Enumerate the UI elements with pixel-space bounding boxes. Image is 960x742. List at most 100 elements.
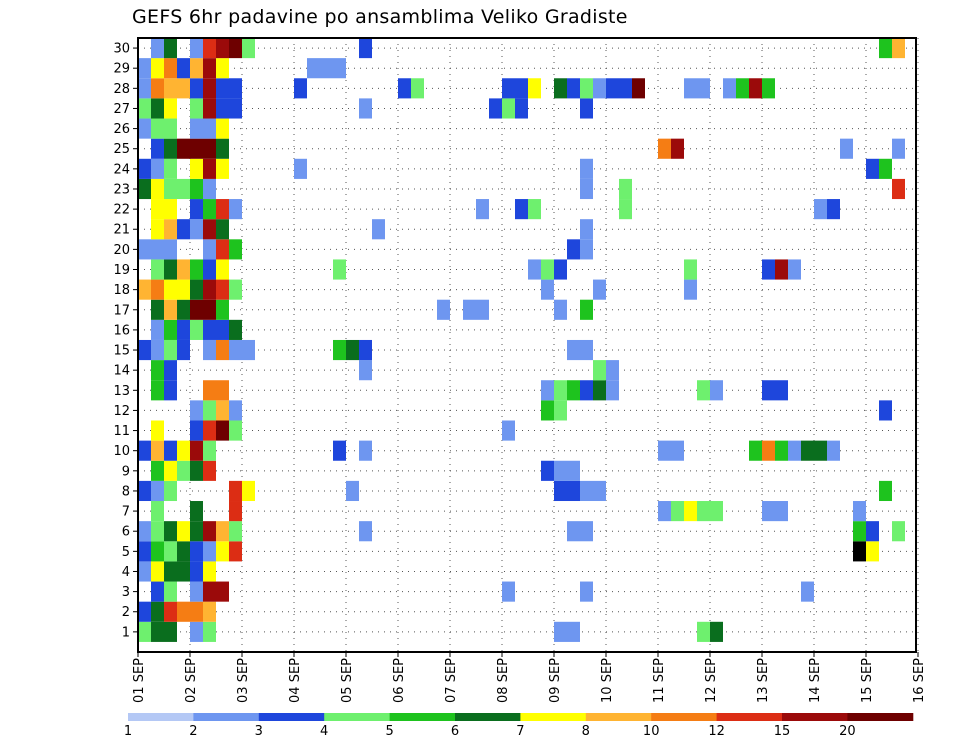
colorbar-swatch <box>782 713 848 721</box>
heatmap-cell <box>580 521 593 542</box>
heatmap-cell <box>164 58 177 79</box>
heatmap-cell <box>177 219 190 240</box>
heatmap-cell <box>177 259 190 280</box>
heatmap-cell <box>476 299 489 320</box>
heatmap-cell <box>879 400 892 421</box>
heatmap-cell <box>489 98 502 119</box>
heatmap-cell <box>749 78 762 99</box>
y-tick-label: 20 <box>113 243 130 258</box>
heatmap-cell <box>138 480 151 502</box>
heatmap-cell <box>567 480 580 502</box>
heatmap-cell <box>164 199 177 220</box>
colorbar-swatch <box>324 713 391 721</box>
grid-lines <box>138 38 919 652</box>
heatmap-cell <box>164 561 177 582</box>
heatmap-cell <box>190 158 203 179</box>
y-tick-label: 27 <box>113 102 130 117</box>
heatmap-cell <box>203 199 216 220</box>
x-axis: 01 SEP 02 SEP 03 SEP 04 SEP 05 SEP 06 SEP 07 S… <box>132 652 927 703</box>
heatmap-cell <box>164 158 177 179</box>
heatmap-cell <box>164 259 177 280</box>
heatmap-cell <box>229 78 242 99</box>
x-tick-label: 15 SEP <box>860 658 875 703</box>
heatmap-cell <box>684 78 697 99</box>
heatmap-cell <box>242 480 255 502</box>
heatmap-cell <box>814 440 827 461</box>
heatmap-cell <box>203 58 216 79</box>
heatmap-cell <box>151 460 164 481</box>
heatmap-cell <box>359 360 372 381</box>
heatmap-cell <box>333 259 346 280</box>
heatmap-cell <box>190 601 203 622</box>
heatmap-cell <box>346 339 359 361</box>
heatmap-cell <box>164 38 177 59</box>
heatmap-cell <box>138 239 151 260</box>
heatmap-cell <box>151 561 164 582</box>
heatmap-cell <box>671 138 684 159</box>
heatmap-cell <box>164 601 177 622</box>
heatmap-cell <box>151 440 164 461</box>
heatmap-cell <box>567 460 580 481</box>
heatmap-cell <box>775 501 788 522</box>
heatmap-cell <box>528 78 541 99</box>
heatmap-cell <box>151 601 164 622</box>
x-tick-label: 03 SEP <box>236 658 251 703</box>
heatmap-cell <box>515 98 528 119</box>
y-tick-label: 9 <box>122 464 130 479</box>
heatmap-cell <box>151 319 164 340</box>
heatmap-cell <box>190 199 203 220</box>
chart-title: GEFS 6hr padavine po ansamblima Veliko G… <box>132 6 628 28</box>
heatmap-cell <box>151 279 164 300</box>
heatmap-cell <box>190 138 203 159</box>
heatmap-cell <box>164 279 177 300</box>
colorbar-swatch <box>585 713 652 721</box>
y-tick-label: 7 <box>122 505 130 520</box>
heatmap-cell <box>723 78 736 99</box>
heatmap-cell <box>372 219 385 240</box>
heatmap-cell <box>229 279 242 300</box>
heatmap-cell <box>203 561 216 582</box>
heatmap-cell <box>593 279 606 300</box>
heatmap-cell <box>593 360 606 381</box>
heatmap-cell <box>853 541 866 562</box>
heatmap-cell <box>216 380 229 401</box>
heatmap-cell <box>775 259 788 280</box>
heatmap-cell <box>554 299 567 320</box>
heatmap-cell <box>177 521 190 542</box>
heatmap-cell <box>177 78 190 99</box>
heatmap-cell <box>879 158 892 179</box>
heatmap-cell <box>216 541 229 562</box>
heatmap-cell <box>164 118 177 139</box>
heatmap-cell <box>658 138 671 159</box>
heatmap-cell <box>554 400 567 421</box>
heatmap-cell <box>762 380 775 401</box>
heatmap-cell <box>762 501 775 522</box>
heatmap-cell <box>151 158 164 179</box>
heatmap-cell <box>775 440 788 461</box>
heatmap-cell <box>580 78 593 99</box>
heatmap-cell <box>190 621 203 642</box>
heatmap-cell <box>164 98 177 119</box>
heatmap-cell <box>892 521 905 542</box>
heatmap-cell <box>151 118 164 139</box>
y-tick-label: 25 <box>113 142 130 157</box>
heatmap-cell <box>788 440 801 461</box>
heatmap-cell <box>177 178 190 200</box>
y-tick-label: 29 <box>113 62 130 77</box>
heatmap-cell <box>190 400 203 421</box>
heatmap-cell <box>671 501 684 522</box>
heatmap-cell <box>359 440 372 461</box>
heatmap-cell <box>164 339 177 361</box>
heatmap-cell <box>164 239 177 260</box>
heatmap-cell <box>580 178 593 200</box>
heatmap-cell <box>151 299 164 320</box>
heatmap-cell <box>151 259 164 280</box>
y-tick-label: 4 <box>122 565 130 580</box>
heatmap-cell <box>528 199 541 220</box>
heatmap-cell <box>164 319 177 340</box>
heatmap-cell <box>203 279 216 300</box>
heatmap-cell <box>541 259 554 280</box>
heatmap-cell <box>892 138 905 159</box>
heatmap-cell <box>580 299 593 320</box>
heatmap-cell <box>151 621 164 642</box>
